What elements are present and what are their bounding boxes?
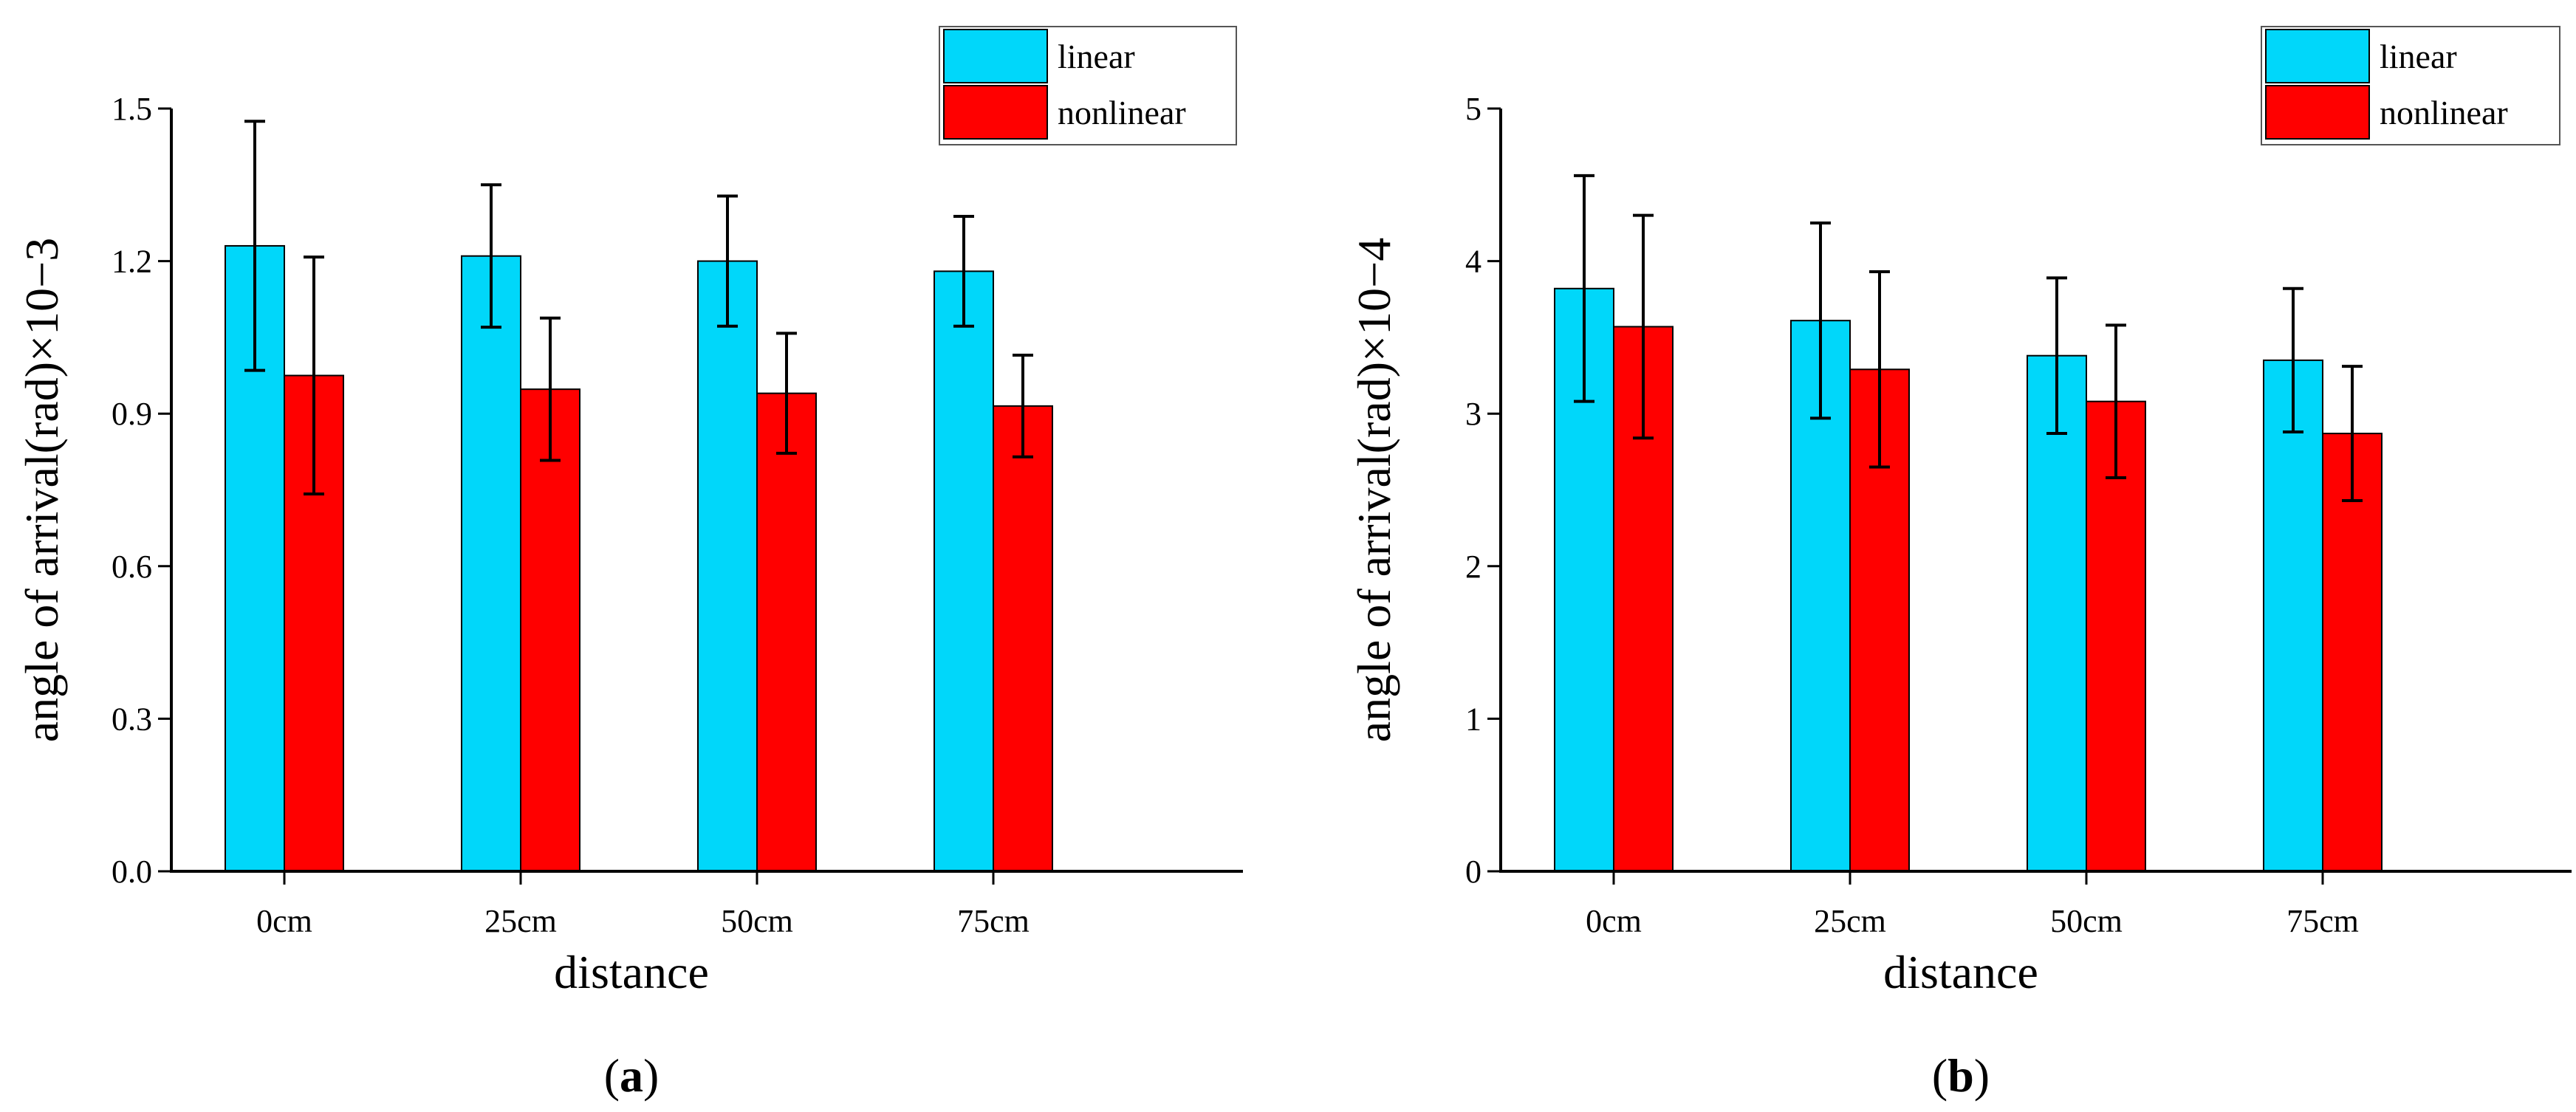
y-tick-label: 0.9 [112,396,152,432]
panel-label: (b) [1932,1049,1990,1102]
bar-nonlinear [756,392,817,872]
legend-label-linear: linear [2380,38,2457,75]
legend-label-nonlinear: nonlinear [2380,94,2508,131]
x-tick-label: 50cm [2050,903,2123,939]
legend-label-nonlinear: nonlinear [1058,94,1186,131]
x-axis-title: distance [554,946,709,998]
y-tick-label: 5 [1465,91,1481,127]
bar-nonlinear [993,405,1053,872]
y-tick-label: 3 [1465,396,1481,432]
x-tick-label: 75cm [957,903,1030,939]
bar-nonlinear [2322,433,2383,872]
bar-nonlinear [2086,400,2146,872]
bar-linear [934,270,994,872]
y-tick-label: 1 [1465,701,1481,737]
y-tick-label: 2 [1465,549,1481,585]
panel-a-chart: 0.0 0.3 0.6 0.9 1.2 1.5 0cm 25cm 50cm 75cm angle o… [16,26,1243,1102]
x-tick-label: 50cm [721,903,793,939]
panel-letter: a [620,1049,643,1102]
legend-swatch-nonlinear [943,85,1048,140]
y-tick-label: 0.3 [112,701,152,737]
x-tick-label: 0cm [256,903,312,939]
x-tick-label: 25cm [484,903,557,939]
y-tick-label: 0.6 [112,549,152,585]
bar-linear [2263,359,2323,872]
legend-label-linear: linear [1058,38,1135,75]
y-tick-label: 0 [1465,854,1481,890]
x-tick-label: 75cm [2286,903,2359,939]
bar-linear [461,255,521,873]
legend-swatch-linear [943,29,1048,83]
legend-swatch-nonlinear [2265,85,2370,140]
x-tick-label: 25cm [1814,903,1886,939]
y-tick-label: 0.0 [112,854,152,890]
y-tick-label: 1.2 [112,244,152,280]
x-tick-label: 0cm [1586,903,1642,939]
panel-label: (a) [604,1049,660,1102]
panel-letter: b [1948,1049,1974,1102]
y-axis-title: angle of arrival(rad)×10−4 [1348,238,1400,742]
legend-swatch-linear [2265,29,2370,83]
y-tick-label: 4 [1465,244,1481,280]
y-tick-label: 1.5 [112,91,152,127]
y-axis-title: angle of arrival(rad)×10−3 [16,238,68,742]
x-axis-title: distance [1883,946,2038,998]
bar-linear [697,260,758,873]
